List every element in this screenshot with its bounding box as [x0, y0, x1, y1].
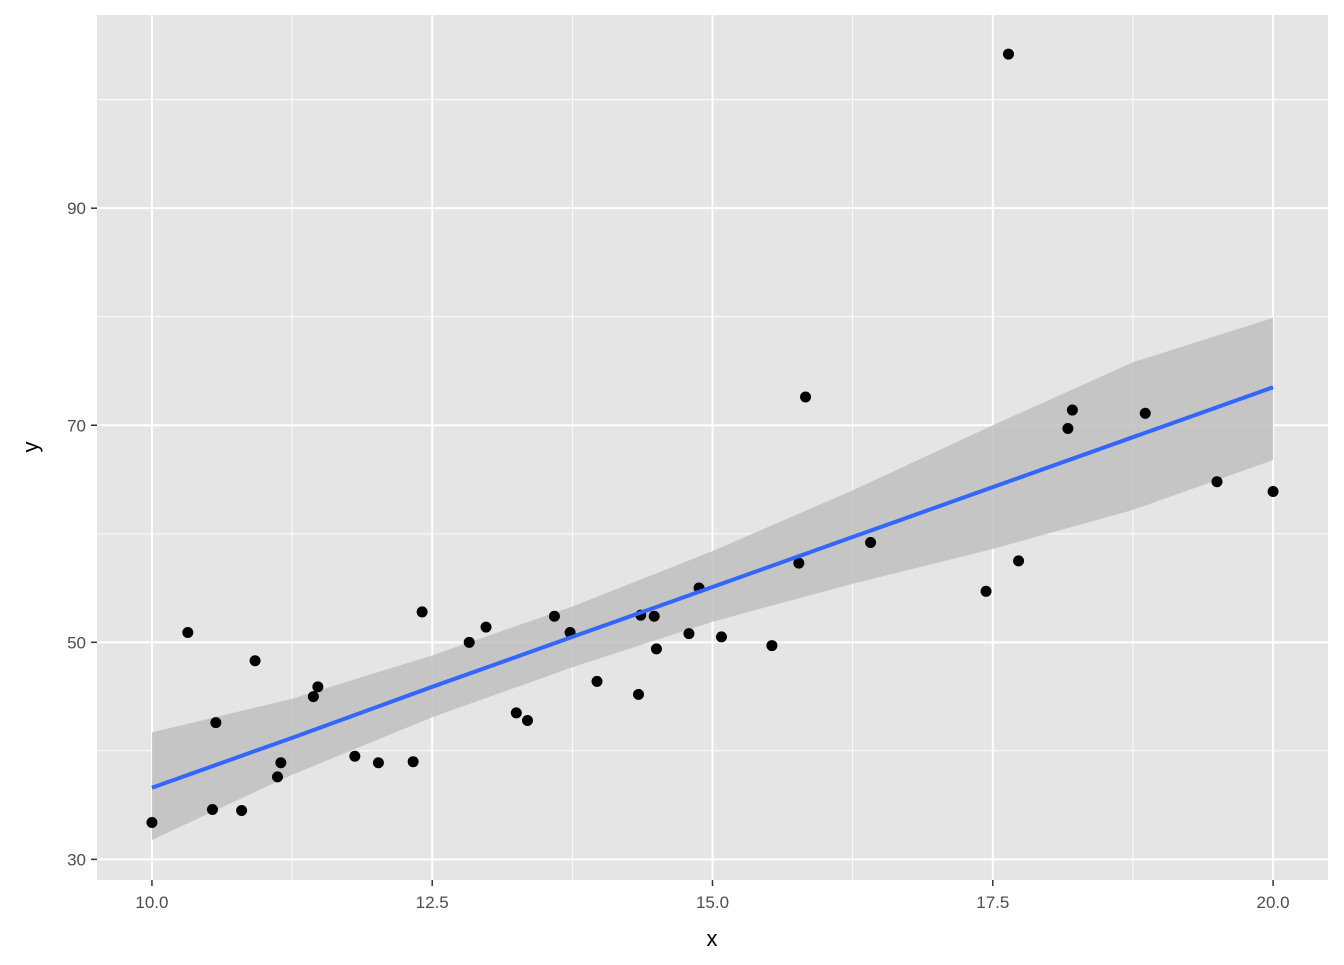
data-point	[249, 655, 261, 667]
data-point	[210, 717, 222, 729]
y-tick-label: 90	[67, 199, 86, 218]
data-point	[1267, 485, 1279, 497]
data-point	[715, 631, 727, 643]
data-point	[236, 805, 248, 817]
data-point	[480, 621, 492, 633]
data-point	[510, 707, 522, 719]
data-point	[633, 688, 645, 700]
data-point	[683, 628, 695, 640]
x-tick-label: 20.0	[1257, 893, 1290, 912]
data-point	[372, 757, 384, 769]
data-points	[146, 48, 1279, 828]
data-point	[146, 816, 158, 828]
confidence-band-area	[151, 317, 1274, 840]
y-tick-label: 50	[67, 633, 86, 652]
data-point	[1002, 48, 1014, 60]
data-point	[463, 636, 475, 648]
data-point	[793, 557, 805, 569]
data-point	[1062, 423, 1074, 435]
data-point	[800, 391, 812, 403]
y-tick-label: 30	[67, 850, 86, 869]
x-tick-label: 17.5	[976, 893, 1009, 912]
y-axis-label: y	[18, 442, 43, 453]
data-point	[307, 691, 319, 703]
data-point	[650, 643, 662, 655]
y-tick-label: 70	[67, 416, 86, 435]
x-axis-label: x	[707, 926, 718, 951]
data-point	[272, 771, 284, 783]
data-point	[182, 627, 194, 639]
data-point	[407, 756, 419, 768]
data-point	[591, 675, 603, 687]
data-point	[766, 640, 778, 652]
data-point	[522, 714, 534, 726]
data-point	[1066, 404, 1078, 416]
data-point	[416, 606, 428, 618]
data-point	[275, 757, 287, 769]
fit-line	[151, 385, 1274, 790]
axes: 10.0 12.5 15.0 17.5 20.0 30 50 70 90	[67, 199, 1290, 912]
data-point	[1139, 407, 1151, 419]
data-point	[206, 803, 218, 815]
data-point	[349, 750, 361, 762]
data-point	[312, 681, 324, 693]
confidence-band	[151, 317, 1274, 840]
x-tick-label: 15.0	[696, 893, 729, 912]
x-tick-label: 10.0	[135, 893, 168, 912]
data-point	[865, 536, 877, 548]
regression-line	[151, 385, 1274, 790]
x-tick-label: 12.5	[416, 893, 449, 912]
data-point	[548, 610, 560, 622]
data-point	[1013, 555, 1025, 567]
data-point	[980, 585, 992, 597]
data-point	[1211, 476, 1223, 488]
data-point	[648, 610, 660, 622]
